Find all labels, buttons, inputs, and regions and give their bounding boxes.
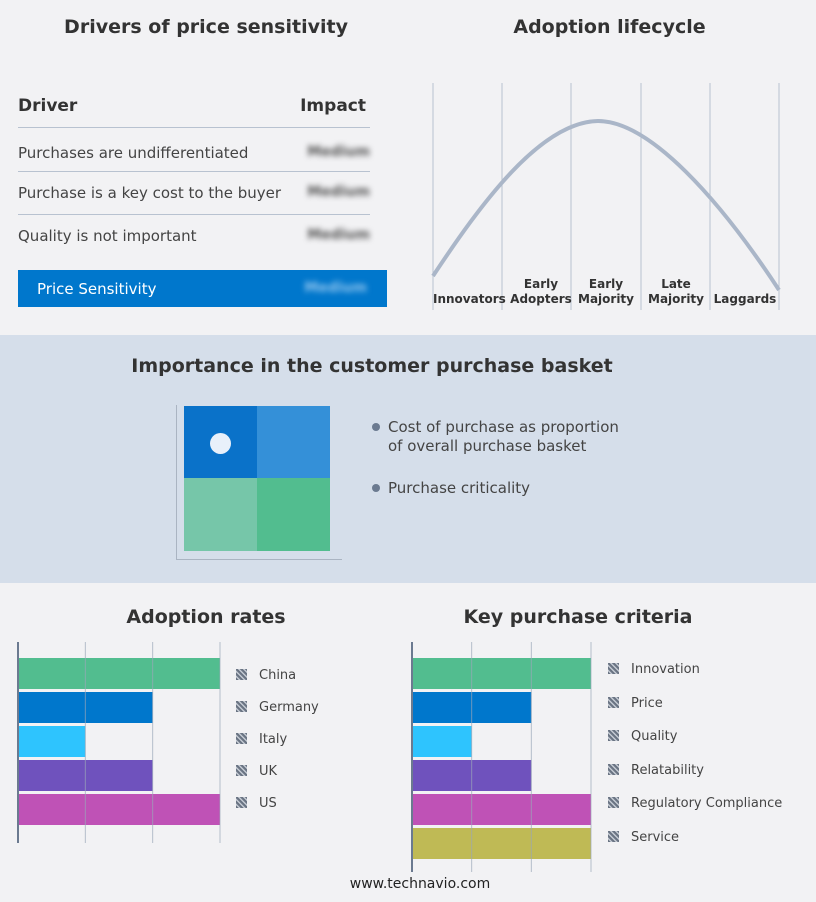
quadrant-tr bbox=[257, 406, 330, 478]
impact: Medium bbox=[307, 184, 370, 200]
legend-item: Italy bbox=[236, 732, 287, 747]
legend-swatch-icon bbox=[236, 797, 247, 808]
legend-swatch-icon bbox=[236, 765, 247, 776]
legend-label: UK bbox=[259, 764, 278, 779]
axis-x bbox=[176, 559, 342, 560]
legend-swatch-icon bbox=[608, 696, 619, 708]
lifecycle-chart bbox=[431, 83, 781, 310]
legend-swatch-icon bbox=[236, 733, 247, 744]
legend-label: Relatability bbox=[631, 762, 704, 778]
legend-label: China bbox=[259, 668, 297, 683]
bar bbox=[412, 726, 472, 757]
legend-label: US bbox=[259, 796, 277, 811]
summary-impact: Medium bbox=[304, 280, 367, 296]
stage-label: Early Majority bbox=[578, 277, 634, 306]
bar bbox=[412, 794, 591, 825]
legend-label: Service bbox=[631, 830, 680, 845]
quadrant-br bbox=[257, 478, 330, 551]
bar bbox=[412, 828, 591, 859]
table-row: Quality is not important Medium bbox=[18, 227, 370, 245]
legend-swatch-icon bbox=[608, 831, 619, 842]
driver: Purchases are undifferentiated bbox=[18, 144, 249, 162]
legend-swatch-icon bbox=[236, 701, 247, 712]
basket-title: Importance in the customer purchase bask… bbox=[131, 355, 613, 377]
bar bbox=[412, 658, 591, 689]
stage-label: Laggards bbox=[713, 292, 777, 306]
legend-item: Innovation bbox=[608, 662, 700, 677]
table-row: Purchase is a key cost to the buyer Mediu… bbox=[18, 184, 370, 202]
legend-label: Germany bbox=[259, 700, 319, 715]
impact: Medium bbox=[307, 144, 370, 160]
price-sensitivity-summary: Price Sensitivity Medium bbox=[18, 270, 387, 307]
summary-label: Price Sensitivity bbox=[37, 280, 157, 298]
legend-item: Service bbox=[608, 830, 679, 845]
divider bbox=[18, 171, 370, 172]
legend-item: China bbox=[236, 668, 296, 683]
legend-swatch-icon bbox=[608, 730, 619, 742]
bar bbox=[18, 658, 220, 689]
impact: Medium bbox=[307, 227, 370, 243]
legend-item: Relatability bbox=[608, 763, 704, 778]
footer-url: www.technavio.com bbox=[349, 876, 491, 892]
drivers-title: Drivers of price sensitivity bbox=[64, 16, 348, 38]
table-row: Purchases are undifferentiated Medium bbox=[18, 144, 370, 162]
legend-label: Quality bbox=[631, 729, 678, 745]
legend-swatch-icon bbox=[608, 763, 619, 775]
stage-label: Innovators bbox=[433, 292, 506, 306]
divider bbox=[18, 214, 370, 215]
legend-item: Purchase criticality bbox=[388, 479, 531, 497]
legend-item: Regulatory Compliance bbox=[608, 796, 782, 811]
divider bbox=[18, 127, 370, 128]
axis-y bbox=[176, 405, 177, 560]
driver: Quality is not important bbox=[18, 227, 197, 245]
bullet-icon bbox=[372, 423, 380, 431]
legend-item: UK bbox=[236, 764, 277, 779]
legend-swatch-icon bbox=[608, 797, 619, 809]
legend-item: Quality bbox=[608, 729, 677, 744]
legend-swatch-icon bbox=[608, 663, 619, 674]
adoption-rates-title: Adoption rates bbox=[126, 606, 286, 628]
stage-label: Late Majority bbox=[648, 277, 704, 306]
legend-item: Cost of purchase as proportion of overal… bbox=[388, 418, 619, 455]
legend-label: Innovation bbox=[631, 662, 700, 677]
bar bbox=[18, 794, 220, 825]
legend-item: US bbox=[236, 796, 277, 811]
lifecycle-title: Adoption lifecycle bbox=[513, 16, 706, 38]
position-marker bbox=[210, 433, 231, 454]
kpc-title: Key purchase criteria bbox=[463, 606, 693, 628]
table-header: Driver Impact bbox=[18, 96, 370, 116]
bullet-icon bbox=[372, 484, 380, 492]
legend-item: Germany bbox=[236, 700, 319, 715]
col-impact: Impact bbox=[300, 96, 366, 116]
quadrant-bl bbox=[184, 478, 257, 551]
legend-label: Price bbox=[631, 695, 663, 711]
basket-section: Importance in the customer purchase bask… bbox=[0, 335, 816, 583]
stage-label: Early Adopters bbox=[510, 277, 572, 306]
col-driver: Driver bbox=[18, 96, 78, 116]
legend-label: Regulatory Compliance bbox=[631, 796, 783, 812]
legend-swatch-icon bbox=[236, 669, 247, 680]
legend-item: Price bbox=[608, 696, 663, 711]
driver: Purchase is a key cost to the buyer bbox=[18, 184, 282, 202]
legend-label: Italy bbox=[259, 732, 288, 747]
lifecycle-curve bbox=[431, 118, 781, 292]
bar bbox=[18, 726, 86, 757]
